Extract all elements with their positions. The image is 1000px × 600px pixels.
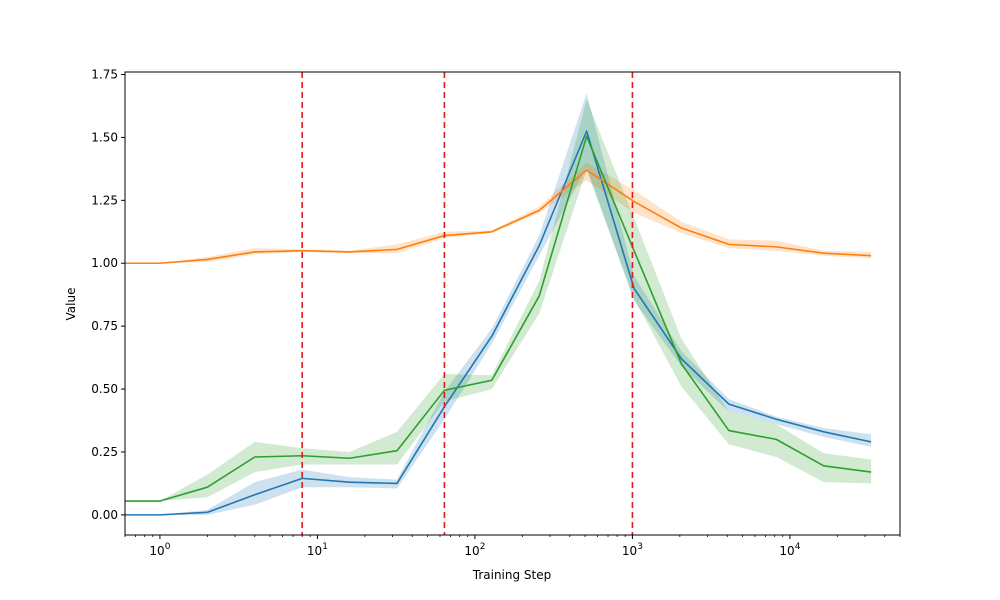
reference-lines bbox=[301, 72, 634, 535]
y-tick-label: 1.75 bbox=[91, 68, 118, 82]
y-tick-label: 0.00 bbox=[91, 508, 118, 522]
y-tick-label: 1.00 bbox=[91, 256, 118, 270]
confidence-bands bbox=[125, 93, 872, 515]
x-tick-label: 104 bbox=[779, 542, 800, 558]
x-tick-label: 101 bbox=[307, 542, 328, 558]
series-lines bbox=[125, 130, 872, 516]
line-green bbox=[125, 135, 872, 502]
y-axis-label: Value bbox=[64, 288, 78, 321]
y-tick-label: 1.50 bbox=[91, 130, 118, 144]
line-blue bbox=[125, 130, 872, 516]
y-axis: 0.00 0.25 0.50 0.75 1.00 1.25 1.50 1.75 bbox=[91, 68, 125, 522]
line-orange bbox=[125, 169, 872, 265]
x-tick-label: 102 bbox=[464, 542, 485, 558]
y-tick-label: 0.75 bbox=[91, 319, 118, 333]
plot-frame bbox=[124, 71, 901, 536]
y-tick-label: 0.25 bbox=[91, 445, 118, 459]
x-tick-label: 100 bbox=[149, 542, 170, 558]
x-axis-label: Training Step bbox=[472, 568, 552, 582]
y-tick-label: 0.50 bbox=[91, 382, 118, 396]
y-tick-label: 1.25 bbox=[91, 193, 118, 207]
x-axis: 100 101 102 103 104 bbox=[124, 535, 901, 558]
band-green bbox=[125, 99, 872, 502]
x-tick-label: 103 bbox=[622, 542, 643, 558]
